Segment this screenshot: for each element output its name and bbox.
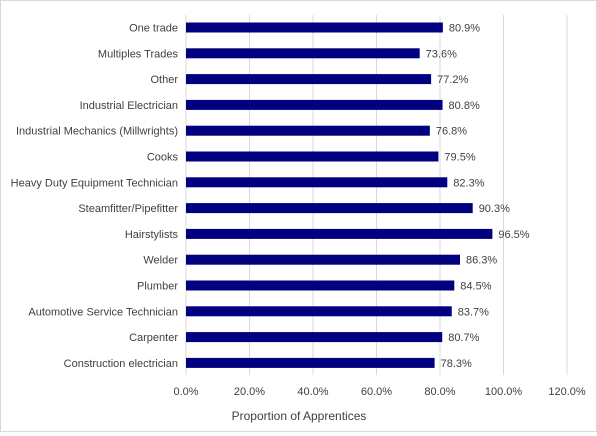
bar: [186, 228, 493, 239]
x-tick-label: 80.0%: [424, 386, 455, 398]
category-label: Industrial Mechanics (Millwrights): [16, 126, 178, 138]
category-label: Welder: [143, 255, 178, 267]
category-label: Carpenter: [129, 332, 178, 344]
data-labels: 80.9% 73.6% 77.2% 80.8% 76.8% 79.5% 82.3% 90.3%…: [426, 23, 530, 370]
data-label: 78.3%: [441, 358, 472, 370]
bar: [186, 74, 432, 85]
category-label: One trade: [129, 23, 178, 35]
bar: [186, 48, 420, 59]
data-label: 86.3%: [466, 255, 497, 267]
category-label: Hairstylists: [125, 229, 179, 241]
data-label: 76.8%: [436, 126, 467, 138]
bar: [186, 357, 435, 368]
category-label: Industrial Electrician: [80, 100, 178, 112]
data-label: 77.2%: [437, 74, 468, 86]
x-tick-label: 20.0%: [234, 386, 265, 398]
data-label: 80.8%: [449, 100, 480, 112]
x-tick-label: 120.0%: [548, 386, 586, 398]
data-label: 84.5%: [460, 281, 491, 293]
bar: [186, 280, 455, 291]
bar: [186, 125, 430, 136]
category-label: Steamfitter/Pipefitter: [78, 203, 178, 215]
category-label: Automotive Service Technician: [28, 306, 178, 318]
x-axis-title: Proportion of Apprentices: [232, 409, 367, 423]
bar: [186, 306, 452, 317]
x-tick-label: 0.0%: [173, 386, 198, 398]
data-label: 80.9%: [449, 23, 480, 35]
category-label: Multiples Trades: [98, 48, 179, 60]
bar: [186, 22, 443, 33]
data-label: 83.7%: [458, 306, 489, 318]
data-label: 80.7%: [448, 332, 479, 344]
category-labels: One trade Multiples Trades Other Industrial…: [11, 23, 179, 370]
bar: [186, 99, 443, 110]
data-label: 82.3%: [453, 177, 484, 189]
category-label: Other: [150, 74, 178, 86]
x-tick-label: 40.0%: [297, 386, 328, 398]
bar: [186, 151, 439, 162]
data-label: 96.5%: [498, 229, 529, 241]
category-label: Plumber: [137, 281, 178, 293]
bar: [186, 254, 461, 265]
bars: [186, 22, 493, 368]
data-label: 79.5%: [444, 152, 475, 164]
category-label: Construction electrician: [64, 358, 178, 370]
x-tick-labels: 0.0% 20.0% 40.0% 60.0% 80.0% 100.0% 120.0%: [173, 386, 585, 398]
data-label: 90.3%: [479, 203, 510, 215]
x-tick-label: 100.0%: [485, 386, 523, 398]
category-label: Cooks: [147, 152, 179, 164]
bar: [186, 203, 473, 214]
gridlines: [185, 15, 568, 375]
bar: [186, 177, 448, 188]
x-tick-label: 60.0%: [361, 386, 392, 398]
data-label: 73.6%: [426, 48, 457, 60]
bar: [186, 332, 443, 343]
category-label: Heavy Duty Equipment Technician: [11, 177, 178, 189]
